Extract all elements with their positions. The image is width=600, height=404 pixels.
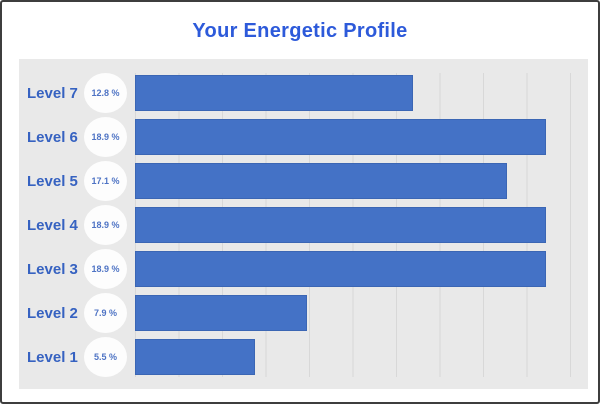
chart-row: Level 3 18.9 % bbox=[19, 249, 588, 289]
level-label: Level 4 bbox=[27, 216, 78, 234]
chart-title: Your Energetic Profile bbox=[192, 20, 408, 42]
percent-value: 7.9 % bbox=[93, 308, 117, 318]
bar-track bbox=[135, 207, 570, 243]
bar bbox=[135, 163, 507, 199]
bar-track bbox=[135, 163, 570, 199]
percent-value: 18.9 % bbox=[91, 264, 120, 274]
bar bbox=[135, 119, 547, 155]
level-label: Level 2 bbox=[27, 304, 78, 322]
bar bbox=[135, 339, 255, 375]
chart-row: Level 1 5.5 % bbox=[19, 337, 588, 377]
percent-value: 12.8 % bbox=[91, 88, 120, 98]
bar-track bbox=[135, 251, 570, 287]
bar-track bbox=[135, 75, 570, 111]
bar bbox=[135, 207, 547, 243]
bar bbox=[135, 75, 414, 111]
chart-panel: Level 7 12.8 % Level 6 18.9 % Level 5 17… bbox=[19, 59, 588, 389]
chart-row: Level 6 18.9 % bbox=[19, 117, 588, 157]
percent-value: 5.5 % bbox=[93, 352, 117, 362]
bar bbox=[135, 295, 307, 331]
bar-rows: Level 7 12.8 % Level 6 18.9 % Level 5 17… bbox=[19, 73, 588, 377]
level-label: Level 7 bbox=[27, 84, 78, 102]
level-label: Level 3 bbox=[27, 260, 78, 278]
percent-badge: 18.9 % bbox=[84, 117, 127, 157]
level-label: Level 6 bbox=[27, 128, 78, 146]
chart-row: Level 4 18.9 % bbox=[19, 205, 588, 245]
percent-badge: 7.9 % bbox=[84, 293, 127, 333]
bar-track bbox=[135, 339, 570, 375]
chart-row: Level 5 17.1 % bbox=[19, 161, 588, 201]
percent-value: 17.1 % bbox=[91, 176, 120, 186]
bar-track bbox=[135, 119, 570, 155]
percent-badge: 18.9 % bbox=[84, 249, 127, 289]
percent-badge: 17.1 % bbox=[84, 161, 127, 201]
percent-badge: 12.8 % bbox=[84, 73, 127, 113]
bar-track bbox=[135, 295, 570, 331]
bar bbox=[135, 251, 547, 287]
level-label: Level 5 bbox=[27, 172, 78, 190]
level-label: Level 1 bbox=[27, 348, 78, 366]
percent-value: 18.9 % bbox=[91, 132, 120, 142]
percent-value: 18.9 % bbox=[91, 220, 120, 230]
percent-badge: 5.5 % bbox=[84, 337, 127, 377]
chart-row: Level 7 12.8 % bbox=[19, 73, 588, 113]
percent-badge: 18.9 % bbox=[84, 205, 127, 245]
chart-row: Level 2 7.9 % bbox=[19, 293, 588, 333]
